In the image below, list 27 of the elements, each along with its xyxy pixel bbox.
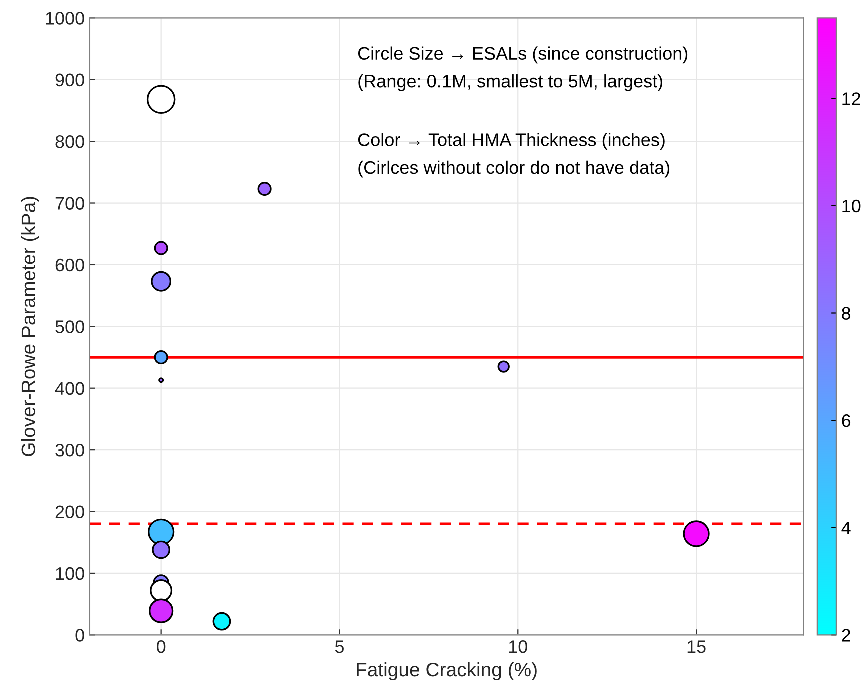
y-tick-label: 500 xyxy=(56,320,84,334)
y-tick-label: 800 xyxy=(56,135,84,148)
y-tick-label: 1000 xyxy=(46,12,84,25)
y-tick-label: 400 xyxy=(55,382,84,396)
x-axis-title: Fatigue Cracking (%) xyxy=(357,662,537,681)
x-tick-label: 0 xyxy=(157,640,166,654)
y-tick-label: 700 xyxy=(56,197,84,210)
annotation: Circle Size → ESALs (since construction) xyxy=(358,46,688,64)
annotation: (Range: 0.1M, smallest to 5M, largest) xyxy=(358,74,663,92)
annotation: Color → Total HMA Thickness (inches) xyxy=(358,133,665,150)
color-bar-label: 12 xyxy=(842,92,860,106)
y-tick-label: 0 xyxy=(76,629,84,642)
y-tick-label: 600 xyxy=(56,258,84,272)
x-tick-label: 10 xyxy=(509,640,528,654)
y-tick-label: 100 xyxy=(56,567,84,580)
y-axis-title: Glover-Rowe Parameter (kPa) xyxy=(21,197,40,456)
color-bar-label: 2 xyxy=(842,629,850,642)
color-bar-label: 4 xyxy=(842,522,851,534)
color-bar-label: 8 xyxy=(842,307,851,320)
y-tick-label: 300 xyxy=(56,444,84,457)
x-tick-label: 5 xyxy=(335,640,344,654)
x-tick-label: 15 xyxy=(688,640,706,654)
y-tick-label: 200 xyxy=(56,506,84,518)
color-bar-label: 10 xyxy=(842,200,861,213)
y-tick-label: 900 xyxy=(56,74,84,87)
color-bar-label: 6 xyxy=(842,414,851,428)
annotation: (Cirlces without color do not have data) xyxy=(358,160,670,178)
